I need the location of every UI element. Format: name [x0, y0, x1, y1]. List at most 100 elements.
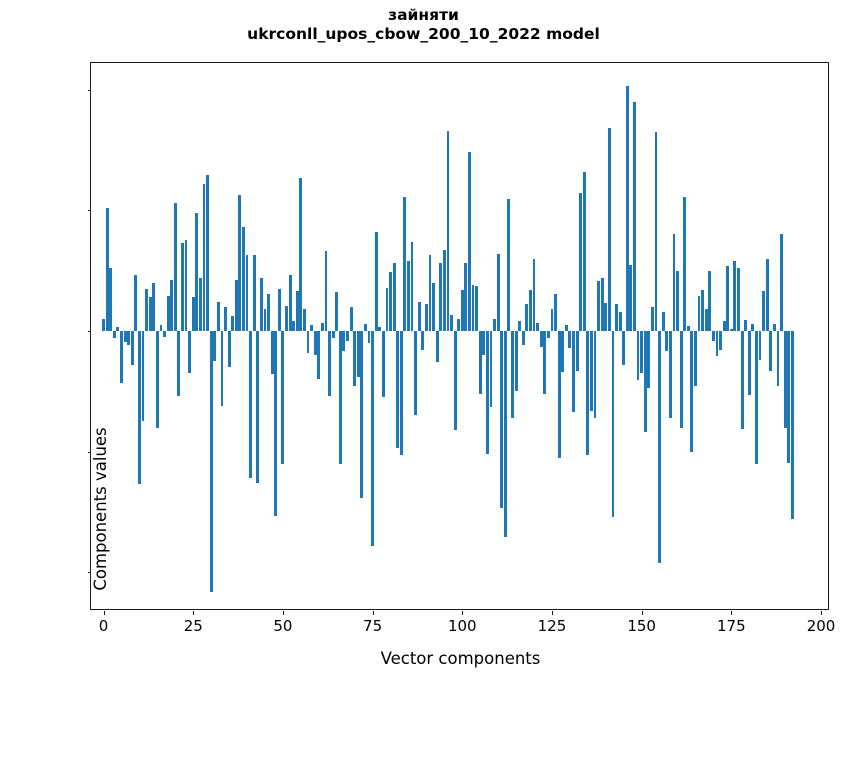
x-tick-mark: [372, 611, 374, 615]
bar: [396, 330, 400, 449]
x-axis-label: Vector components: [380, 649, 541, 668]
bar: [148, 297, 152, 331]
bar: [475, 286, 479, 331]
bar: [729, 328, 733, 331]
bar: [259, 277, 263, 331]
x-tick-label: 100: [447, 617, 477, 635]
bar: [242, 227, 245, 331]
bar: [331, 330, 335, 339]
x-tick-label: 175: [717, 617, 746, 635]
bar: [543, 330, 547, 394]
bar: [432, 282, 436, 331]
bar: [607, 128, 611, 331]
x-tick-label: 125: [537, 617, 567, 635]
bar: [120, 330, 123, 383]
x-tick-mark: [193, 611, 195, 615]
x-tick-mark: [821, 611, 823, 615]
x-tick-mark: [282, 611, 285, 615]
bar: [213, 330, 217, 362]
bar: [166, 295, 170, 331]
bar: [514, 330, 518, 392]
bar: [468, 152, 471, 331]
y-tick-mark: [87, 89, 91, 91]
bar: [173, 203, 177, 331]
bar: [367, 330, 371, 344]
bar: [661, 311, 665, 331]
bar: [525, 304, 529, 331]
bar: [787, 330, 791, 463]
x-tick-label: 25: [183, 617, 203, 635]
bar: [292, 321, 296, 331]
x-tick-label: 50: [273, 617, 293, 635]
bar: [719, 330, 722, 351]
bar: [281, 330, 285, 464]
bar: [141, 330, 145, 422]
bar: [471, 285, 475, 331]
bar: [295, 291, 299, 331]
bar: [747, 330, 751, 395]
bar: [582, 171, 586, 331]
bar: [206, 175, 209, 331]
bar: [618, 311, 622, 331]
bar: [385, 287, 389, 331]
bar: [668, 330, 672, 418]
bar: [776, 330, 780, 387]
bar: [464, 263, 468, 331]
bar: [636, 330, 640, 381]
bar: [568, 330, 572, 348]
bar: [356, 330, 360, 377]
bar: [500, 330, 504, 509]
bar: [539, 330, 543, 347]
bar: [572, 330, 575, 412]
x-tick-mark: [103, 611, 105, 615]
bar: [654, 131, 658, 331]
bar: [643, 330, 647, 433]
bar: [191, 297, 195, 331]
bar: [417, 301, 421, 331]
bar: [421, 330, 425, 351]
x-tick-mark: [731, 611, 733, 615]
bar: [410, 241, 414, 331]
bar: [482, 330, 486, 356]
bar: [554, 293, 557, 331]
bar: [371, 330, 375, 546]
bar: [751, 323, 755, 331]
bar: [317, 330, 321, 380]
bar: [414, 330, 418, 416]
plot-axes: 210−1−2 Components values 02550751001251…: [87, 62, 835, 668]
bar: [234, 280, 238, 331]
bar: [503, 330, 507, 538]
bar: [263, 309, 267, 331]
bar: [274, 330, 278, 516]
bar: [328, 330, 331, 397]
bar: [159, 324, 163, 331]
bar: [790, 330, 794, 520]
x-tick-label: 200: [806, 617, 836, 635]
bar: [338, 330, 342, 464]
bar: [195, 212, 199, 331]
bar: [679, 330, 683, 428]
bar: [163, 330, 166, 337]
bar: [590, 330, 593, 411]
bar: [424, 304, 428, 331]
bar: [116, 327, 120, 331]
bar: [640, 330, 644, 374]
bar: [493, 318, 496, 331]
bar: [722, 321, 726, 331]
bar: [597, 281, 601, 331]
bar: [303, 309, 306, 331]
bar: [227, 330, 231, 368]
bar: [672, 234, 676, 331]
bar: [686, 326, 690, 331]
bar: [575, 330, 579, 371]
bar: [704, 309, 708, 331]
bar: [324, 251, 328, 331]
bar: [155, 330, 159, 428]
bar: [184, 240, 188, 331]
bar: [353, 330, 357, 387]
bar: [755, 330, 758, 464]
bar: [715, 330, 719, 357]
bar: [529, 289, 532, 331]
bar: [485, 330, 489, 455]
bar: [137, 330, 141, 485]
